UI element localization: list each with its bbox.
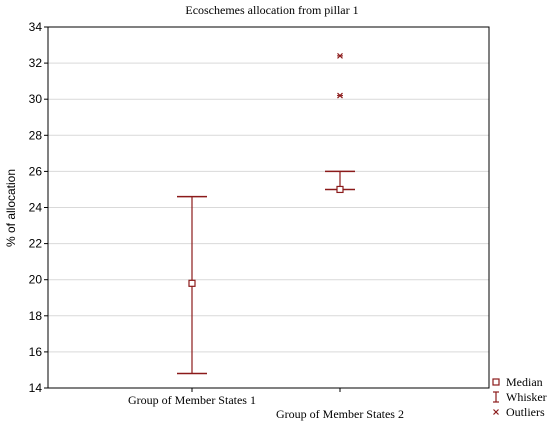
y-tick-label: 34 xyxy=(29,20,43,34)
chart-title: Ecoschemes allocation from pillar 1 xyxy=(185,3,358,17)
legend-median-symbol xyxy=(492,378,500,386)
legend-item-outliers: Outliers xyxy=(493,405,545,419)
y-tick-label: 26 xyxy=(29,164,43,178)
outlier-marker xyxy=(337,92,343,99)
legend-outliers-symbol xyxy=(493,409,499,415)
legend-label: Whisker xyxy=(506,390,547,404)
y-tick-label: 30 xyxy=(29,92,43,106)
y-tick-label: 22 xyxy=(29,237,43,251)
x-tick-label: Group of Member States 1 xyxy=(128,393,256,407)
y-tick-label: 28 xyxy=(29,128,43,142)
y-tick-label: 14 xyxy=(29,381,43,395)
plot-area xyxy=(47,26,490,389)
y-axis-label: % of allocation xyxy=(4,169,18,247)
legend-label: Median xyxy=(506,375,543,389)
box-group xyxy=(177,195,207,375)
legend-item-median: Median xyxy=(492,375,543,389)
y-tick-label: 32 xyxy=(29,56,43,70)
chart-marks xyxy=(177,52,355,375)
grid xyxy=(48,62,489,353)
legend-whisker-symbol xyxy=(493,391,499,403)
y-tick-label: 18 xyxy=(29,309,43,323)
x-axis-labels: Group of Member States 1 Group of Member … xyxy=(128,388,404,421)
y-axis-ticks: 14 16 18 20 22 24 26 28 30 32 34 xyxy=(29,20,48,395)
y-tick-label: 24 xyxy=(29,201,43,215)
outlier-marker xyxy=(337,52,343,59)
box-group xyxy=(325,52,355,194)
y-tick-label: 16 xyxy=(29,345,43,359)
x-tick-label: Group of Member States 2 xyxy=(276,407,404,421)
median-marker xyxy=(336,185,344,194)
y-tick-label: 20 xyxy=(29,273,43,287)
legend-label: Outliers xyxy=(506,405,545,419)
legend-item-whisker: Whisker xyxy=(493,390,547,404)
median-marker xyxy=(188,279,196,287)
